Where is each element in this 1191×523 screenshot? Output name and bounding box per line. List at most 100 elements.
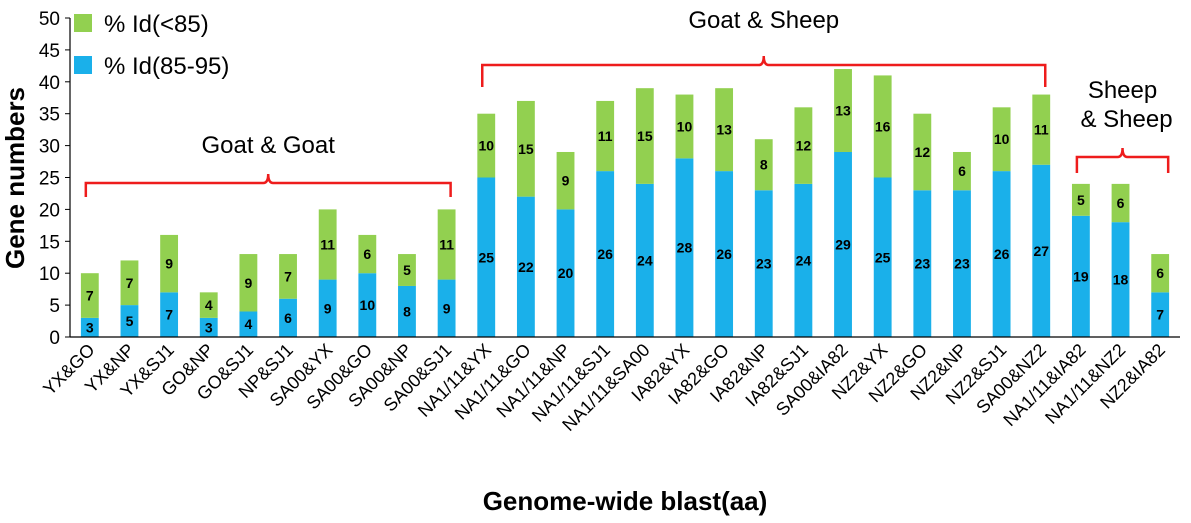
bar-data-label: 25 [478,249,494,265]
y-axis-title: Gene numbers [0,87,30,269]
bar-data-label: 11 [1034,122,1049,138]
group-brackets: Goat & Goat Goat & Sheep Sheep& Sheep [84,7,1173,197]
bar-segment-id-85-95 [953,190,971,337]
bar-data-label: 10 [360,297,376,313]
bar-segment-id-85-95 [675,158,694,337]
bar-data-label: 9 [244,275,252,291]
bar-segment-id-lt85 [1111,183,1130,223]
bar-data-label: 15 [637,128,653,144]
legend-swatch-id-85-95 [74,56,92,74]
bar-segment-id-lt85 [477,113,496,178]
y-tick-label: 0 [49,328,60,349]
bar-data-label: 29 [835,236,851,252]
bar-data-label: 13 [835,103,851,119]
bar-segment-id-85-95 [516,196,535,337]
bar-segment-id-lt85 [437,209,456,280]
bar-data-label: 9 [324,300,332,316]
y-tick-label: 15 [39,232,60,253]
bar-segment-id-85-95 [80,317,99,337]
bar-data-label: 9 [443,300,451,316]
bar-data-label: 6 [284,310,292,326]
bar-segment-id-85-95 [715,171,734,337]
bar-segment-id-85-95 [239,311,258,337]
y-axis-ticks: 0 5 10 15 20 25 30 35 40 45 50 [39,9,70,349]
bar-data-label: 10 [994,131,1010,147]
bar-segment-id-85-95 [358,273,377,337]
bar-data-label: 7 [284,268,292,284]
bar-data-label: 7 [165,307,173,323]
bar-data-label: 6 [1117,195,1125,211]
bar-data-label: 11 [598,128,613,144]
bar-data-label: 5 [1077,192,1085,208]
group-label-sheep-sheep-line2: & Sheep [1080,106,1172,133]
bar-segment-id-lt85 [953,151,971,191]
bar-data-label: 28 [677,240,693,256]
bar-segment-id-85-95 [398,285,416,337]
bar-series: 3 7 5 7 7 9 3 4 4 9 6 7 9 11 10 6 8 5 9 11 25 10 22 15 20 9 26 11 24… [80,69,1170,337]
bar-data-label: 16 [875,118,891,134]
bar-data-label: 20 [558,265,574,281]
group-bracket [84,173,452,197]
bar-data-label: 8 [403,303,411,319]
legend: % Id(<85) % Id(85-95) [74,11,229,80]
bar-segment-id-lt85 [635,88,654,184]
bar-segment-id-lt85 [596,100,615,172]
bar-segment-id-lt85 [992,107,1011,172]
bar-segment-id-lt85 [239,254,258,312]
bar-segment-id-lt85 [715,88,734,172]
bar-data-label: 26 [994,246,1010,262]
y-tick-label: 45 [39,41,60,62]
axes [69,18,1180,338]
bar-segment-id-lt85 [754,139,773,191]
y-tick-label: 40 [39,73,60,94]
bar-segment-id-85-95 [913,190,932,337]
bar-data-label: 4 [244,316,252,332]
bar-data-label: 12 [796,138,812,154]
bar-data-label: 26 [716,246,732,262]
bar-data-label: 5 [126,313,134,329]
bar-segment-id-85-95 [873,177,892,337]
bar-segment-id-85-95 [199,317,218,337]
group-label-goat-sheep: Goat & Sheep [688,7,839,34]
x-axis-title: Genome-wide blast(aa) [483,486,768,516]
bar-data-label: 5 [403,262,411,278]
bar-segment-id-85-95 [754,190,773,337]
legend-label-id-85-95: % Id(85-95) [104,53,229,80]
bar-data-label: 19 [1073,268,1089,284]
bar-data-label: 15 [518,141,534,157]
bar-data-label: 7 [86,288,94,304]
bar-segment-id-85-95 [1071,215,1090,337]
bar-data-label: 24 [796,252,812,268]
bar-data-label: 7 [1156,307,1164,323]
bar-data-label: 11 [320,236,335,252]
bar-segment-id-85-95 [556,209,575,337]
bar-data-label: 3 [86,319,94,335]
bar-data-label: 12 [915,144,931,160]
bar-data-label: 18 [1113,272,1129,288]
y-tick-label: 35 [39,105,60,126]
bar-segment-id-lt85 [80,273,99,318]
bar-segment-id-lt85 [1071,183,1090,216]
bar-segment-id-85-95 [1032,164,1051,337]
group-bracket [1075,147,1170,173]
bar-segment-id-85-95 [834,151,852,337]
legend-label-id-lt85: % Id(<85) [104,11,209,38]
y-tick-label: 30 [39,137,60,158]
bar-segment-id-85-95 [794,183,813,337]
legend-swatch-id-lt85 [74,14,92,32]
bar-data-label: 23 [915,256,931,272]
y-tick-label: 50 [39,9,60,30]
bar-segment-id-85-95 [477,177,496,337]
bar-data-label: 23 [756,256,772,272]
bar-data-label: 6 [363,246,371,262]
bar-segment-id-lt85 [1032,94,1051,165]
bar-data-label: 8 [760,157,768,173]
bar-data-label: 9 [165,256,173,272]
bar-segment-id-lt85 [160,234,179,293]
bar-data-label: 25 [875,249,891,265]
bar-data-label: 10 [478,138,494,154]
y-tick-label: 5 [49,296,60,317]
group-bracket [481,55,1047,87]
bar-data-label: 3 [205,319,213,335]
